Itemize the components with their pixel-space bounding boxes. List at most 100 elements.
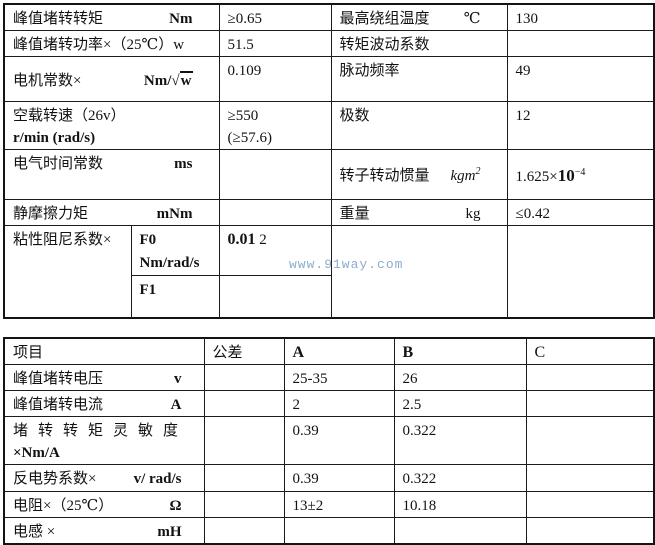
row-peak-stall-voltage: 峰值堵转电压 v 25-35 26 — [3, 364, 655, 391]
peak-stall-current-label: 峰值堵转电流 — [13, 397, 104, 413]
viscous-damping-label: 粘性阻尼系数× — [3, 225, 132, 318]
row-peak-stall-torque: 峰值堵转转矩 Nm ≥0.65 最高绕组温度 ℃ 130 — [3, 3, 655, 31]
peak-stall-voltage-c — [525, 364, 655, 391]
resistance-label: 电阻×（25℃） — [13, 498, 114, 514]
back-emf-label-cell: 反电势系数× v/ rad/s — [3, 464, 205, 492]
inductance-label: 电感 × — [13, 524, 56, 540]
no-load-speed-unit: r/min (rad/s) — [13, 130, 96, 146]
motor-constant-label: 电机常数× — [13, 72, 82, 89]
inductance-b — [393, 517, 527, 545]
stall-torque-sensitivity-unit: ×Nm/A — [13, 445, 60, 461]
torque-ripple-label: 转矩波动系数 — [330, 30, 508, 57]
param-header-a: A — [283, 337, 395, 365]
param-header-item: 项目 — [3, 337, 205, 365]
stall-torque-sensitivity-label: 堵转转矩灵敏度 — [13, 423, 189, 439]
row-resistance: 电阻×（25℃） Ω 13±2 10.18 — [3, 491, 655, 518]
electrical-time-constant-value — [218, 149, 332, 200]
inductance-label-cell: 电感 × mH — [3, 517, 205, 545]
param-header-b: B — [393, 337, 527, 365]
max-winding-temp-value: 130 — [506, 3, 655, 31]
peak-stall-current-label-cell: 峰值堵转电流 A — [3, 390, 205, 417]
weight-unit: kg — [465, 206, 481, 222]
electrical-time-constant-label: 电气时间常数 — [13, 156, 104, 172]
peak-stall-voltage-label: 峰值堵转电压 — [13, 371, 104, 387]
stall-torque-sensitivity-c — [525, 416, 655, 465]
back-emf-label: 反电势系数× — [13, 471, 97, 487]
rotor-inertia-label: 转子转动惯量 — [339, 168, 430, 184]
inductance-tolerance — [203, 517, 285, 545]
row-static-friction-torque: 静摩擦力矩 mNm 重量 kg ≤0.42 — [3, 199, 655, 226]
empty-cell — [330, 225, 508, 318]
row-electrical-time-constant: 电气时间常数 ms 转子转动惯量 kgm2 1.625×10−4 — [3, 149, 655, 200]
row-viscous-damping-f1: F1 — [4, 275, 654, 318]
weight-label: 重量 — [339, 206, 370, 222]
resistance-label-cell: 电阻×（25℃） Ω — [3, 491, 205, 518]
viscous-damping-f0-cell: F0 Nm/rad/s — [130, 225, 220, 276]
static-friction-value — [218, 199, 332, 226]
motor-constant-value: 0.109 — [218, 56, 332, 102]
weight-value: ≤0.42 — [506, 199, 655, 226]
resistance-a: 13±2 — [283, 491, 395, 518]
inductance-unit: mH — [157, 524, 182, 540]
peak-stall-voltage-label-cell: 峰值堵转电压 v — [3, 364, 205, 391]
max-winding-temp-label: 最高绕组温度 — [339, 11, 430, 27]
f0-unit: Nm/rad/s — [139, 255, 200, 271]
static-friction-label: 静摩擦力矩 — [13, 206, 89, 222]
no-load-speed-value-cell: ≥550 (≥57.6) — [218, 101, 332, 150]
stall-torque-sensitivity-b: 0.322 — [393, 416, 527, 465]
ripple-frequency-value: 49 — [506, 56, 655, 102]
electrical-time-constant-unit: ms — [174, 156, 193, 172]
back-emf-tolerance — [203, 464, 285, 492]
inductance-c — [525, 517, 655, 545]
f1-value — [218, 275, 332, 318]
static-friction-label-cell: 静摩擦力矩 mNm — [3, 199, 220, 226]
resistance-unit: Ω — [169, 498, 182, 514]
row-back-emf-constant: 反电势系数× v/ rad/s 0.39 0.322 — [3, 464, 655, 492]
stall-torque-sensitivity-a: 0.39 — [283, 416, 395, 465]
motor-constant-unit: Nm/√w — [143, 70, 193, 89]
row-peak-stall-current: 峰值堵转电流 A 2 2.5 — [3, 390, 655, 417]
peak-stall-power-value: 51.5 — [218, 30, 332, 57]
no-load-speed-value-rads: (≥57.6) — [227, 130, 272, 146]
rotor-inertia-value: 1.625×10−4 — [506, 149, 655, 200]
back-emf-a: 0.39 — [283, 464, 395, 492]
param-header-row: 项目 公差 A B C — [3, 337, 655, 365]
back-emf-unit: v/ rad/s — [133, 471, 182, 487]
stall-torque-sensitivity-label-cell: 堵转转矩灵敏度 ×Nm/A — [3, 416, 205, 465]
torque-ripple-value — [506, 30, 655, 57]
row-motor-constant: 电机常数× Nm/√w 0.109 脉动频率 49 — [3, 56, 655, 102]
ripple-frequency-label: 脉动频率 — [330, 56, 508, 102]
max-winding-temp-unit: ℃ — [463, 11, 481, 27]
peak-stall-voltage-a: 25-35 — [283, 364, 395, 391]
peak-stall-torque-label-cell: 峰值堵转转矩 Nm — [3, 3, 220, 31]
static-friction-unit: mNm — [156, 206, 193, 222]
pole-count-value: 12 — [506, 101, 655, 150]
no-load-speed-label-cell: 空载转速（26v） r/min (rad/s) — [3, 101, 220, 150]
peak-stall-torque-unit: Nm — [169, 11, 193, 27]
spec-table: 峰值堵转转矩 Nm ≥0.65 最高绕组温度 ℃ 130 峰值堵转功率×（25℃… — [3, 3, 655, 319]
no-load-speed-value: ≥550 — [227, 108, 259, 124]
row-peak-stall-power: 峰值堵转功率×（25℃）w 51.5 转矩波动系数 — [3, 30, 655, 57]
max-winding-temp-label-cell: 最高绕组温度 ℃ — [330, 3, 508, 31]
peak-stall-current-unit: A — [170, 397, 182, 413]
peak-stall-voltage-tolerance — [203, 364, 285, 391]
resistance-tolerance — [203, 491, 285, 518]
row-inductance: 电感 × mH — [3, 517, 655, 545]
peak-stall-torque-value: ≥0.65 — [218, 3, 332, 31]
resistance-c — [525, 491, 655, 518]
back-emf-b: 0.322 — [393, 464, 527, 492]
weight-label-cell: 重量 kg — [330, 199, 508, 226]
param-header-tolerance: 公差 — [203, 337, 285, 365]
resistance-b: 10.18 — [393, 491, 527, 518]
param-table: 项目 公差 A B C 峰值堵转电压 v 25-35 26 峰值堵转电流 A 2… — [3, 337, 655, 545]
f1-label-cell: F1 — [130, 275, 220, 318]
f1-label: F1 — [139, 282, 157, 298]
f0-label: F0 — [139, 232, 157, 248]
peak-stall-torque-label: 峰值堵转转矩 — [13, 11, 104, 27]
back-emf-c — [525, 464, 655, 492]
pole-count-label: 极数 — [330, 101, 508, 150]
peak-stall-current-tolerance — [203, 390, 285, 417]
motor-constant-label-cell: 电机常数× Nm/√w — [3, 56, 220, 102]
electrical-time-constant-label-cell: 电气时间常数 ms — [3, 149, 220, 200]
row-no-load-speed: 空载转速（26v） r/min (rad/s) ≥550 (≥57.6) 极数 … — [3, 101, 655, 150]
